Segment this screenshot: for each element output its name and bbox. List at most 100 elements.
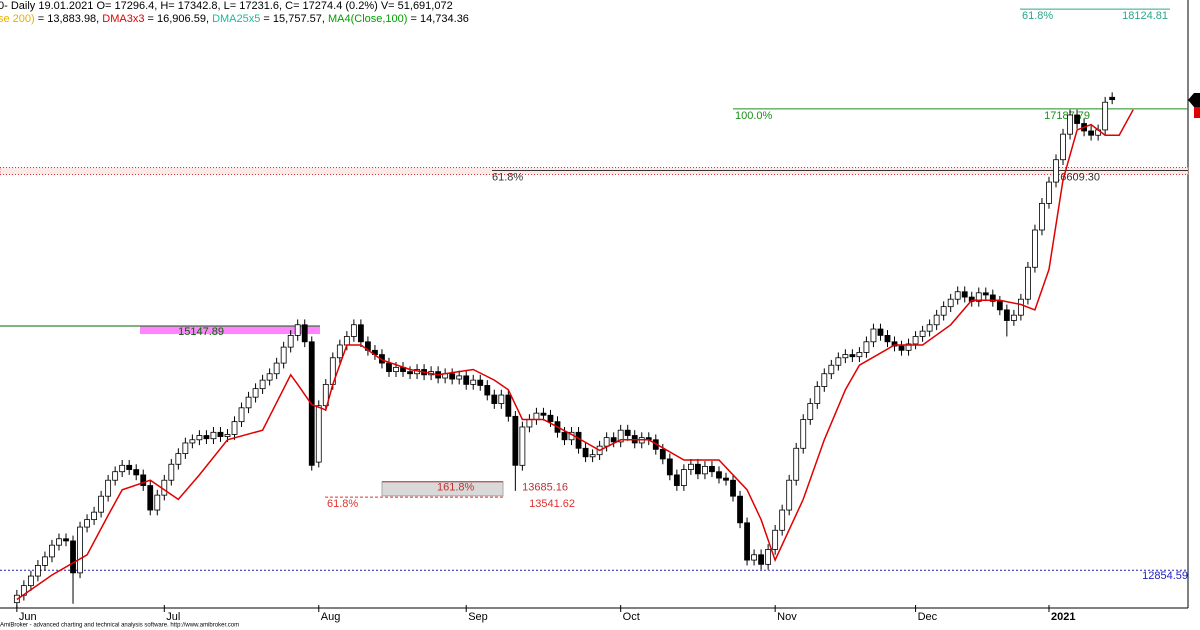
x-tick-label: 2021 bbox=[1051, 611, 1075, 623]
candle-body bbox=[140, 474, 147, 486]
candle-body bbox=[842, 354, 849, 359]
candle-body bbox=[357, 324, 364, 343]
candle-body bbox=[315, 405, 322, 463]
candle-body bbox=[751, 554, 757, 561]
candle-body bbox=[800, 419, 807, 449]
candle-body bbox=[709, 465, 715, 473]
candle-body bbox=[27, 575, 34, 587]
candle-body bbox=[877, 328, 884, 336]
candle-body bbox=[42, 556, 48, 566]
header-segment: = 16,906.59, bbox=[144, 13, 212, 25]
candle-body bbox=[737, 495, 743, 524]
candle-body bbox=[1039, 202, 1045, 231]
candle-body bbox=[659, 448, 666, 460]
level-value: 12854.59 bbox=[1142, 570, 1188, 582]
candle-body bbox=[617, 429, 624, 443]
candle-body bbox=[828, 364, 835, 375]
x-tick-label: Sep bbox=[468, 611, 488, 623]
candle-body bbox=[498, 394, 505, 404]
candle-body bbox=[322, 383, 329, 407]
candle-body bbox=[582, 447, 589, 458]
candle-body bbox=[463, 375, 470, 385]
candle-body bbox=[203, 435, 210, 440]
candle-body bbox=[49, 544, 55, 558]
ma-marker bbox=[1194, 107, 1200, 118]
candle-body bbox=[449, 373, 456, 380]
candle-body bbox=[456, 375, 463, 380]
candle-body bbox=[898, 345, 905, 351]
candle-body bbox=[730, 479, 736, 497]
x-tick-label: Oct bbox=[623, 611, 640, 623]
candle-body bbox=[119, 464, 126, 473]
candle-body bbox=[891, 341, 898, 347]
candle-body bbox=[940, 306, 947, 316]
candle-body bbox=[273, 362, 280, 375]
candle-body bbox=[77, 526, 83, 574]
x-tick-label: Nov bbox=[777, 611, 797, 623]
candle-body bbox=[126, 464, 133, 470]
candle-body bbox=[519, 426, 526, 466]
candle-body bbox=[259, 379, 266, 390]
candle-body bbox=[870, 328, 877, 343]
x-tick-label: Dec bbox=[918, 611, 938, 623]
last-price-marker bbox=[1188, 93, 1200, 107]
candle-body bbox=[989, 294, 996, 302]
candle-body bbox=[105, 479, 112, 497]
candle-body bbox=[526, 419, 533, 428]
footer: AmiBroker - advanced charting and techni… bbox=[0, 623, 239, 629]
candle-body bbox=[98, 495, 105, 513]
candle-body bbox=[343, 336, 350, 346]
candle-body bbox=[680, 469, 687, 486]
x-tick-label: Jun bbox=[19, 611, 37, 623]
candle-body bbox=[540, 412, 547, 416]
level-value: 17187.79 bbox=[1044, 110, 1090, 122]
candle-body bbox=[182, 442, 189, 455]
levels: 61.8% 18124.81 100.0% 17187.79 61.8% 16609.30… bbox=[0, 8, 1189, 582]
candle-body bbox=[1060, 133, 1066, 161]
candle-body bbox=[1032, 229, 1038, 268]
candle-body bbox=[1074, 114, 1080, 124]
candle-body bbox=[758, 554, 765, 565]
header-segment: DMA3x3 bbox=[102, 13, 144, 25]
candle-body bbox=[1102, 101, 1109, 131]
candle-body bbox=[210, 431, 217, 440]
candle-body bbox=[793, 447, 800, 481]
candle-body bbox=[610, 437, 617, 443]
candle-body bbox=[863, 341, 870, 353]
candle-body bbox=[723, 477, 729, 481]
candle-body bbox=[1010, 314, 1017, 321]
candle-body bbox=[175, 453, 182, 465]
candle-body bbox=[245, 396, 252, 409]
candle-body bbox=[470, 379, 477, 385]
candle-body bbox=[168, 463, 175, 481]
header-segment: = 13,883.98, bbox=[35, 13, 103, 25]
candle-body bbox=[533, 412, 540, 420]
level-ratio: 61.8% bbox=[1022, 10, 1053, 22]
candle-body bbox=[133, 469, 140, 476]
candle-body bbox=[189, 439, 196, 444]
candle-body bbox=[161, 479, 168, 496]
candle-body bbox=[996, 300, 1003, 311]
level-ratio: 100.0% bbox=[735, 110, 773, 122]
candle-body bbox=[926, 324, 933, 332]
candle-body bbox=[1025, 266, 1031, 300]
candle-body bbox=[35, 565, 41, 577]
candle-body bbox=[687, 463, 694, 470]
level-value: 18124.81 bbox=[1122, 10, 1168, 22]
candle-body bbox=[919, 330, 926, 337]
candle-body bbox=[224, 434, 231, 437]
candle-body bbox=[386, 362, 392, 373]
candle-body bbox=[350, 324, 357, 337]
header-segment: = 15,757.57, bbox=[260, 13, 328, 25]
candle-body bbox=[84, 519, 90, 528]
candle-body bbox=[252, 388, 259, 398]
candle-body bbox=[217, 431, 224, 437]
candle-body bbox=[393, 366, 399, 373]
header-line-2: se 200) = 13,883.98, DMA3x3 = 16,906.59,… bbox=[0, 13, 469, 25]
candle-body bbox=[112, 471, 119, 481]
candle-body bbox=[589, 454, 596, 458]
level-value: 15147.89 bbox=[178, 326, 224, 338]
candle-body bbox=[702, 465, 708, 475]
candle-body bbox=[1067, 114, 1073, 135]
